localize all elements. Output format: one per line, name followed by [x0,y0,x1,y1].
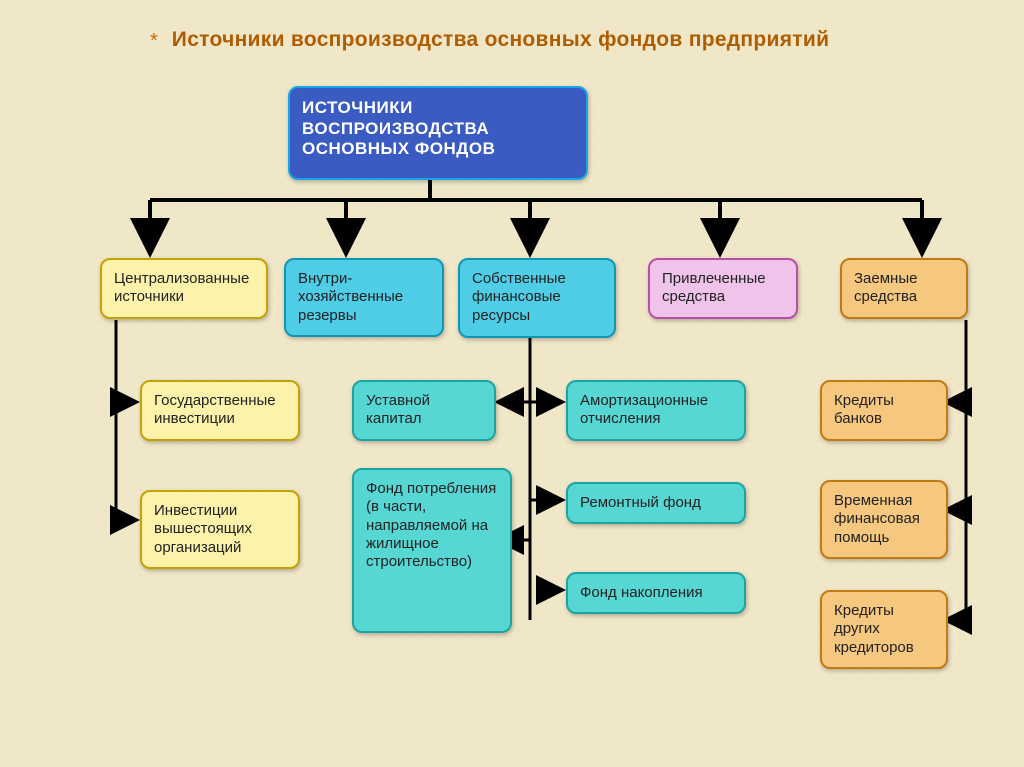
branch-attracted-label: Привлеченные средства [662,270,766,305]
node-temp-aid: Временная финансовая помощь [820,480,948,559]
node-accum-label: Фонд накопления [580,584,703,601]
node-charter: Уставной капитал [352,380,496,441]
branch-reserves: Внутри-хозяйственные резервы [284,258,444,337]
node-bank-credit-label: Кредиты банков [834,392,894,427]
node-repair-label: Ремонтный фонд [580,494,701,511]
branch-centralized: Централизованные источники [100,258,268,319]
page-title-row: * Источники воспроизводства основных фон… [150,28,984,53]
branch-centralized-label: Централизованные источники [114,270,249,305]
branch-own: Собственные финансовые ресурсы [458,258,616,338]
branch-own-label: Собственные финансовые ресурсы [472,270,566,324]
node-repair: Ремонтный фонд [566,482,746,524]
node-other-credit-label: Кредиты других кредиторов [834,602,914,656]
branch-attracted: Привлеченные средства [648,258,798,319]
node-bank-credit: Кредиты банков [820,380,948,441]
root-node: ИСТОЧНИКИ ВОСПРОИЗВОДСТВА ОСНОВНЫХ ФОНДО… [288,86,588,180]
node-temp-aid-label: Временная финансовая помощь [834,492,920,546]
node-charter-label: Уставной капитал [366,392,430,427]
node-state-inv: Государственные инвестиции [140,380,300,441]
node-other-credit: Кредиты других кредиторов [820,590,948,669]
node-parent-inv-label: Инвестиции вышестоящих организаций [154,502,252,556]
page-title: Источники воспроизводства основных фондо… [172,28,830,52]
branch-reserves-label: Внутри-хозяйственные резервы [298,270,403,324]
node-amort: Амортизационные отчисления [566,380,746,441]
node-parent-inv: Инвестиции вышестоящих организаций [140,490,300,569]
node-state-inv-label: Государственные инвестиции [154,392,276,427]
node-amort-label: Амортизационные отчисления [580,392,708,427]
branch-borrowed-label: Заемные средства [854,270,917,305]
asterisk-icon: * [150,30,158,53]
branch-borrowed: Заемные средства [840,258,968,319]
node-consumption: Фонд потребления (в части, направляемой … [352,468,512,633]
node-accum: Фонд накопления [566,572,746,614]
root-label: ИСТОЧНИКИ ВОСПРОИЗВОДСТВА ОСНОВНЫХ ФОНДО… [302,98,495,158]
node-consumption-label: Фонд потребления (в части, направляемой … [366,480,496,570]
